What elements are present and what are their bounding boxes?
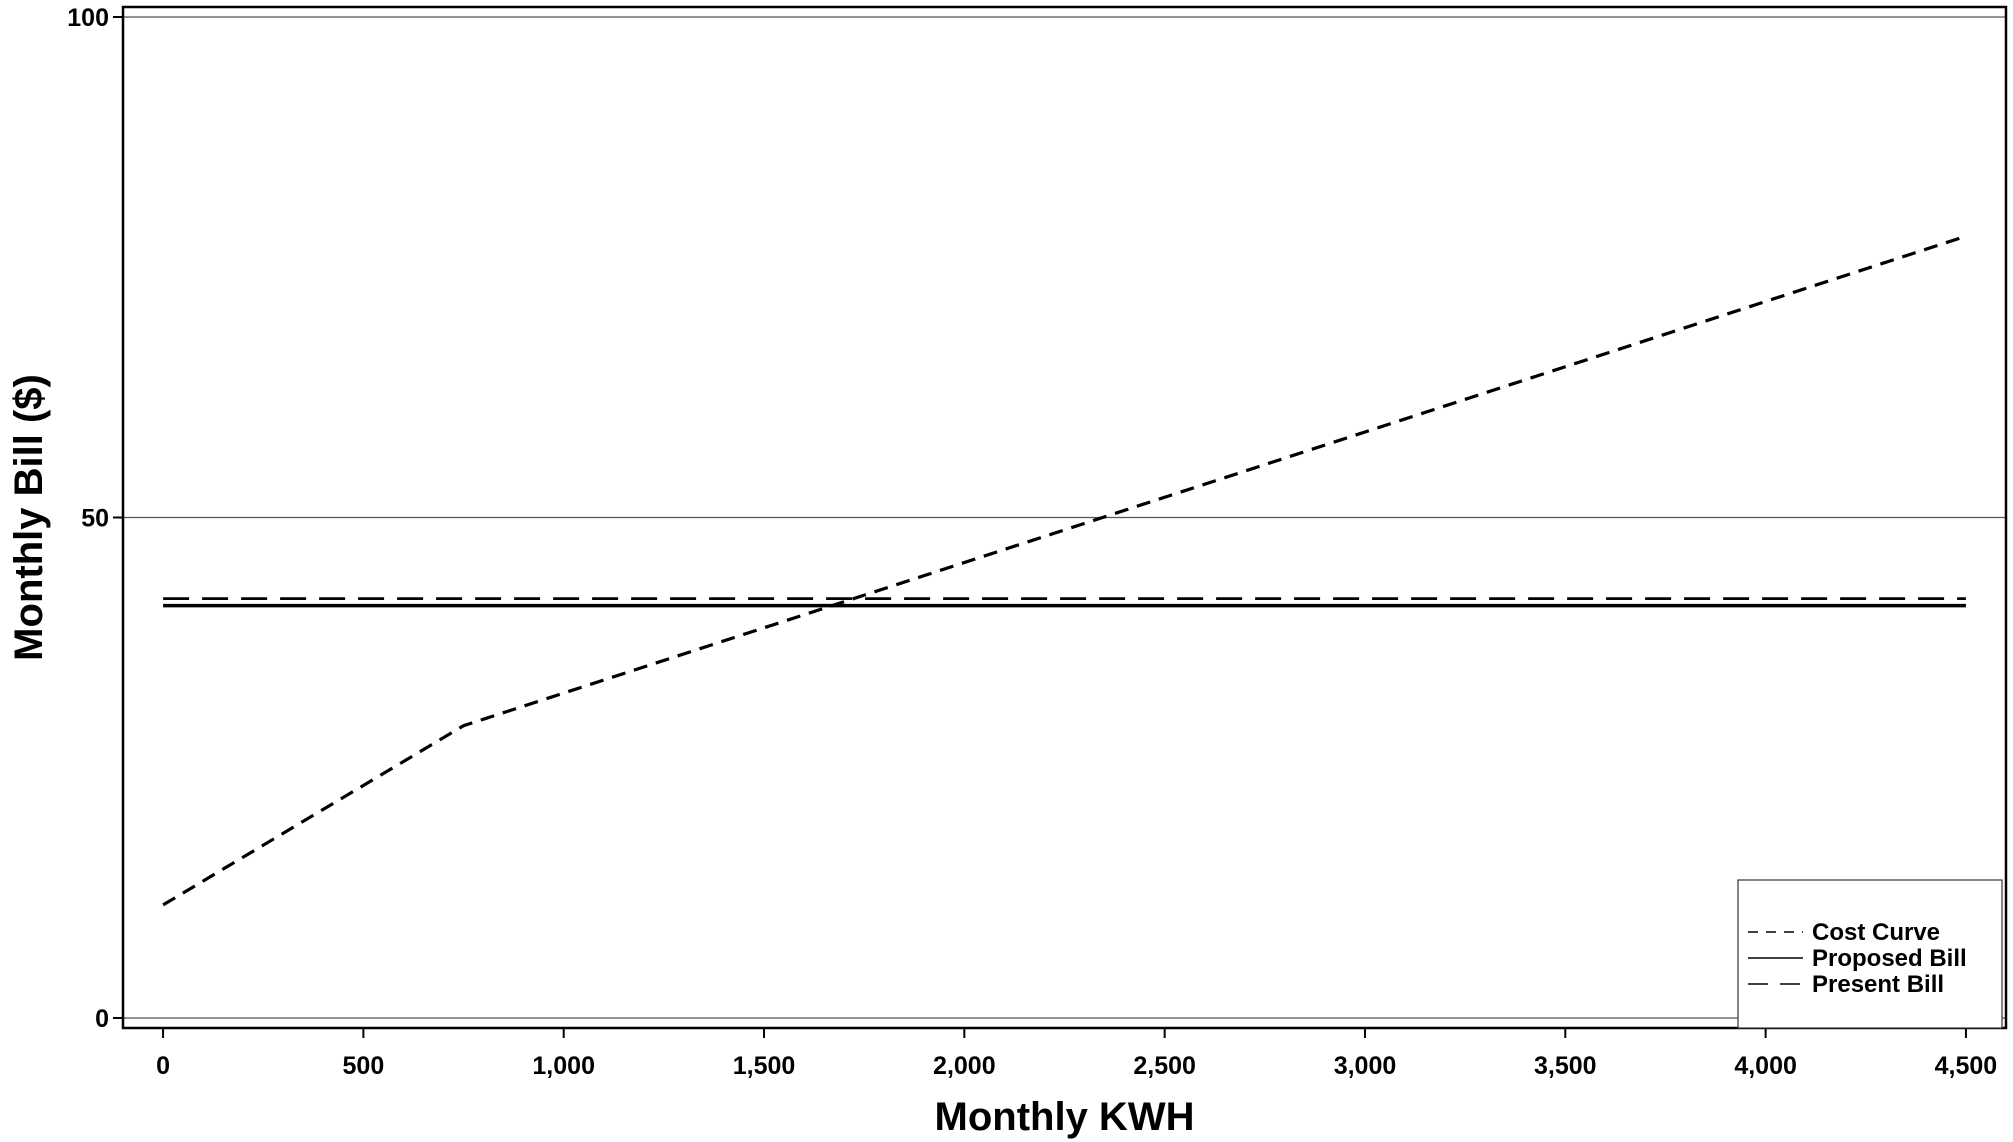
x-tick-label: 4,500 bbox=[1935, 1052, 1998, 1080]
gridlines bbox=[123, 16, 2006, 1019]
legend-label: Present Bill bbox=[1812, 971, 1944, 998]
legend-label: Proposed Bill bbox=[1812, 945, 1967, 972]
x-tick-label: 4,000 bbox=[1734, 1052, 1797, 1080]
series-layer bbox=[162, 234, 1967, 907]
x-tick-label: 1,000 bbox=[532, 1052, 595, 1080]
legend-box bbox=[1737, 879, 2003, 1029]
x-tick-label: 500 bbox=[343, 1052, 385, 1080]
x-tick-label: 3,500 bbox=[1534, 1052, 1597, 1080]
x-tick-label: 2,000 bbox=[933, 1052, 996, 1080]
y-axis-title: Monthly Bill ($) bbox=[7, 374, 51, 661]
y-tick-label: 0 bbox=[95, 1005, 109, 1033]
y-tick-label: 50 bbox=[81, 505, 109, 533]
series-cost-curve-line bbox=[162, 234, 1967, 907]
legend-label: Cost Curve bbox=[1812, 919, 1940, 946]
x-axis: 0 500 1,000 1,500 2,000 2,500 3,000 3,500 4,000 4… bbox=[156, 1028, 1997, 1080]
x-tick-label: 1,500 bbox=[733, 1052, 796, 1080]
y-axis: 0 50 100 bbox=[67, 4, 123, 1033]
x-axis-title: Monthly KWH bbox=[935, 1095, 1195, 1139]
y-tick-label: 100 bbox=[67, 4, 109, 32]
x-tick-label: 2,500 bbox=[1133, 1052, 1196, 1080]
x-tick-label: 0 bbox=[156, 1052, 170, 1080]
x-tick-label: 3,000 bbox=[1334, 1052, 1397, 1080]
